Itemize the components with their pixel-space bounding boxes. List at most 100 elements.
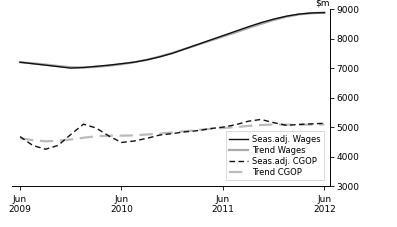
- Seas.adj. Wages: [170, 52, 175, 55]
- Seas.adj. Wages: [81, 66, 86, 69]
- Seas.adj. Wages: [246, 25, 251, 28]
- Trend Wages: [145, 59, 149, 61]
- Line: Trend Wages: Trend Wages: [20, 13, 324, 67]
- Seas.adj. CGOP: [68, 133, 73, 136]
- Trend CGOP: [145, 133, 149, 136]
- Seas.adj. CGOP: [119, 141, 124, 144]
- Seas.adj. Wages: [309, 12, 314, 14]
- Trend Wages: [221, 35, 225, 38]
- Trend CGOP: [17, 137, 22, 140]
- Seas.adj. CGOP: [208, 127, 213, 130]
- Seas.adj. Wages: [284, 15, 289, 17]
- Seas.adj. CGOP: [145, 137, 149, 140]
- Trend CGOP: [322, 123, 327, 126]
- Seas.adj. CGOP: [246, 120, 251, 123]
- Trend Wages: [94, 66, 98, 68]
- Trend CGOP: [119, 134, 124, 137]
- Trend Wages: [157, 55, 162, 58]
- Seas.adj. Wages: [322, 11, 327, 14]
- Trend CGOP: [271, 123, 276, 126]
- Trend CGOP: [246, 125, 251, 127]
- Trend Wages: [106, 64, 111, 67]
- Seas.adj. Wages: [221, 34, 225, 37]
- Seas.adj. CGOP: [233, 123, 238, 126]
- Line: Seas.adj. Wages: Seas.adj. Wages: [20, 13, 324, 68]
- Trend CGOP: [208, 128, 213, 130]
- Trend Wages: [246, 27, 251, 29]
- Trend CGOP: [258, 124, 263, 126]
- Trend Wages: [322, 11, 327, 14]
- Trend CGOP: [81, 136, 86, 139]
- Seas.adj. CGOP: [183, 131, 187, 133]
- Seas.adj. Wages: [195, 43, 200, 46]
- Seas.adj. Wages: [132, 61, 137, 64]
- Trend CGOP: [94, 135, 98, 138]
- Line: Seas.adj. CGOP: Seas.adj. CGOP: [20, 119, 324, 149]
- Seas.adj. Wages: [94, 65, 98, 68]
- Trend Wages: [56, 65, 60, 67]
- Trend Wages: [183, 48, 187, 50]
- Seas.adj. Wages: [17, 61, 22, 64]
- Seas.adj. Wages: [157, 56, 162, 58]
- Seas.adj. Wages: [68, 67, 73, 69]
- Seas.adj. Wages: [208, 39, 213, 42]
- Text: $m: $m: [315, 0, 330, 7]
- Seas.adj. Wages: [258, 21, 263, 24]
- Trend Wages: [17, 61, 22, 64]
- Legend: Seas.adj. Wages, Trend Wages, Seas.adj. CGOP, Trend CGOP: Seas.adj. Wages, Trend Wages, Seas.adj. …: [226, 131, 324, 180]
- Seas.adj. CGOP: [297, 123, 301, 126]
- Seas.adj. Wages: [30, 62, 35, 65]
- Seas.adj. CGOP: [30, 144, 35, 147]
- Trend Wages: [284, 15, 289, 18]
- Trend CGOP: [43, 140, 48, 143]
- Trend Wages: [271, 19, 276, 21]
- Trend Wages: [68, 66, 73, 69]
- Trend CGOP: [56, 139, 60, 142]
- Trend Wages: [170, 52, 175, 54]
- Seas.adj. CGOP: [170, 132, 175, 135]
- Trend Wages: [81, 66, 86, 69]
- Line: Trend CGOP: Trend CGOP: [20, 124, 324, 141]
- Seas.adj. CGOP: [81, 123, 86, 126]
- Trend Wages: [297, 13, 301, 16]
- Seas.adj. CGOP: [17, 135, 22, 138]
- Seas.adj. CGOP: [271, 121, 276, 124]
- Seas.adj. CGOP: [43, 148, 48, 151]
- Seas.adj. CGOP: [322, 122, 327, 125]
- Trend Wages: [119, 63, 124, 66]
- Trend Wages: [258, 22, 263, 25]
- Trend CGOP: [68, 138, 73, 141]
- Trend Wages: [233, 31, 238, 34]
- Trend CGOP: [284, 123, 289, 126]
- Seas.adj. Wages: [43, 64, 48, 67]
- Trend CGOP: [183, 130, 187, 133]
- Trend CGOP: [132, 134, 137, 137]
- Seas.adj. CGOP: [309, 123, 314, 125]
- Seas.adj. CGOP: [132, 140, 137, 142]
- Seas.adj. CGOP: [195, 129, 200, 132]
- Trend Wages: [309, 12, 314, 15]
- Seas.adj. Wages: [145, 59, 149, 61]
- Seas.adj. CGOP: [258, 118, 263, 121]
- Seas.adj. CGOP: [106, 135, 111, 137]
- Seas.adj. Wages: [119, 62, 124, 65]
- Trend CGOP: [195, 129, 200, 131]
- Seas.adj. Wages: [233, 30, 238, 33]
- Seas.adj. CGOP: [157, 134, 162, 136]
- Seas.adj. Wages: [297, 13, 301, 15]
- Seas.adj. Wages: [56, 65, 60, 68]
- Seas.adj. CGOP: [284, 124, 289, 127]
- Trend Wages: [43, 63, 48, 66]
- Trend Wages: [132, 61, 137, 64]
- Trend CGOP: [30, 139, 35, 141]
- Trend CGOP: [233, 126, 238, 128]
- Seas.adj. Wages: [183, 48, 187, 50]
- Trend Wages: [208, 39, 213, 42]
- Seas.adj. CGOP: [56, 144, 60, 147]
- Trend CGOP: [297, 123, 301, 126]
- Seas.adj. Wages: [271, 18, 276, 20]
- Seas.adj. CGOP: [221, 126, 225, 128]
- Trend CGOP: [309, 123, 314, 126]
- Trend CGOP: [221, 127, 225, 129]
- Trend CGOP: [106, 134, 111, 137]
